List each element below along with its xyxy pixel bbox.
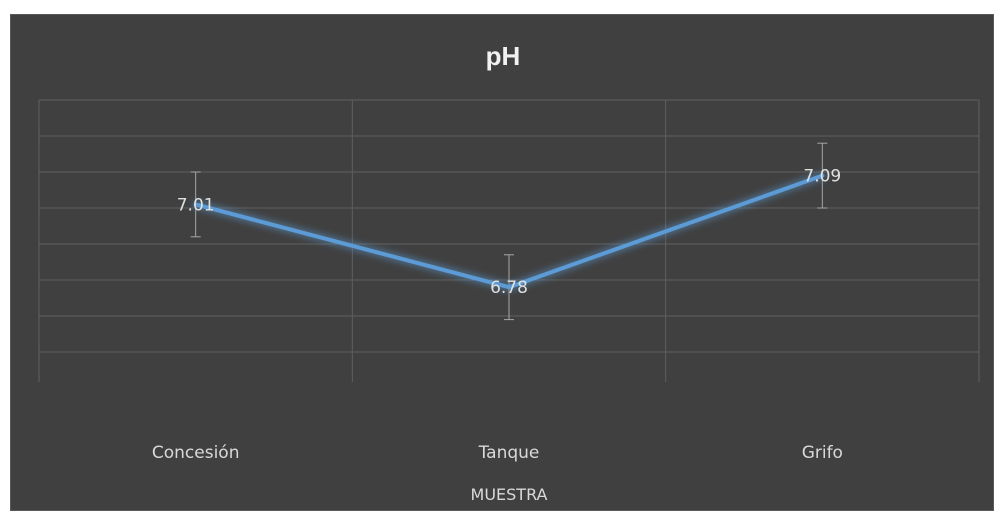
category-label: Tanque — [478, 443, 540, 463]
category-label: Concesión — [152, 443, 240, 463]
data-label: 6.78 — [490, 278, 528, 298]
gridlines — [38, 99, 980, 382]
chart-frame — [10, 14, 994, 511]
series-line — [193, 173, 825, 290]
data-label: 7.09 — [803, 167, 841, 187]
chart-title: pH — [486, 41, 521, 71]
data-labels: 7.01 6.78 7.09 — [177, 167, 842, 299]
x-axis-title: MUESTRA — [471, 485, 548, 504]
category-label: Grifo — [802, 443, 843, 463]
category-labels: Concesión Tanque Grifo — [152, 443, 843, 463]
data-label: 7.01 — [177, 195, 215, 215]
series-line-path — [193, 173, 825, 290]
